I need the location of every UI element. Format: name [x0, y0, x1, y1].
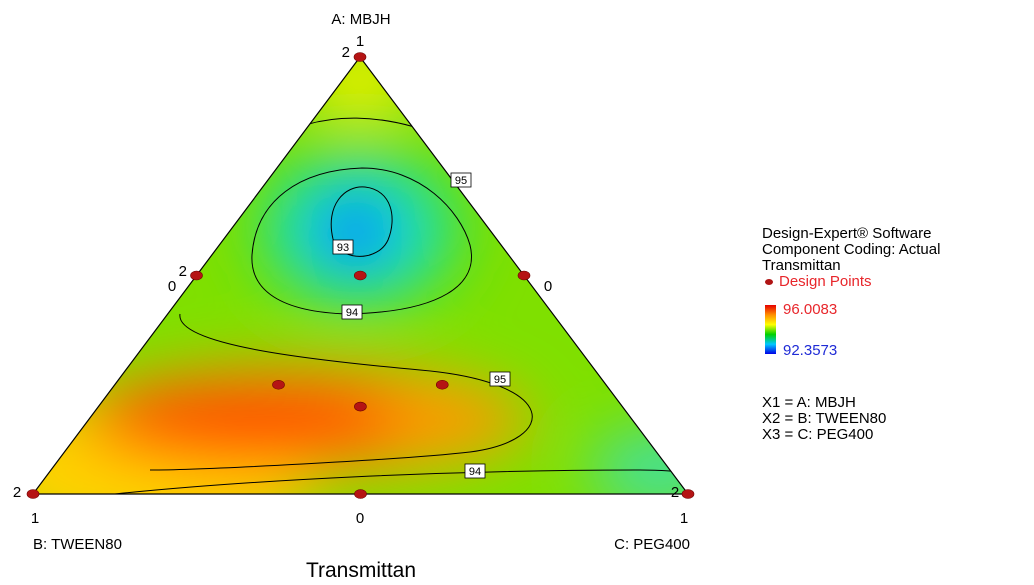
contour-label-text: 94 — [346, 307, 358, 319]
design-point-5 — [517, 270, 531, 281]
contour-label-text: 95 — [455, 175, 467, 187]
legend-design-points: Design Points — [762, 274, 1032, 290]
design-point-3 — [681, 489, 695, 499]
contour-94-upper — [251, 167, 472, 315]
contour-label-text: 94 — [469, 466, 481, 478]
tick-bottom-mid: 0 — [356, 510, 364, 527]
replicate-label-b: 2 — [13, 484, 21, 501]
legend-x2: X2 = B: TWEEN80 — [762, 410, 887, 427]
contour-label-group: 95 93 94 95 94 — [332, 172, 511, 479]
legend-x3: X3 = C: PEG400 — [762, 426, 874, 443]
legend-x1: X1 = A: MBJH — [762, 394, 856, 411]
design-point-6 — [354, 489, 367, 499]
contour-93 — [330, 186, 393, 257]
tick-a-min-left: 0 — [168, 278, 176, 295]
contour-fill — [33, 57, 688, 494]
contour-label-93-2: 93 — [332, 239, 354, 255]
legend-low-value: 92.3573 — [783, 342, 838, 359]
design-point-marker-icon — [765, 279, 773, 285]
tick-b-max: 1 — [31, 510, 39, 527]
contour-label-95-1: 95 — [450, 172, 472, 188]
legend-coding: Component Coding: Actual — [762, 241, 941, 258]
contour-label-text: 93 — [337, 242, 349, 254]
contour-label-text: 95 — [494, 374, 506, 386]
axis-label-b: B: TWEEN80 — [33, 536, 122, 553]
design-point-4 — [190, 270, 203, 281]
contour-95-lower — [149, 313, 533, 471]
legend-panel: Design-Expert® Software Component Coding… — [762, 225, 1032, 443]
color-scale-bar — [765, 305, 776, 354]
tick-a-min-right: 0 — [544, 278, 552, 295]
design-point-9 — [435, 379, 449, 390]
axis-label-c: C: PEG400 — [614, 536, 690, 553]
design-point-10 — [354, 401, 367, 412]
legend-design-points-label: Design Points — [779, 273, 872, 290]
axis-label-a: A: MBJH — [331, 11, 390, 28]
chart-title: Transmittan — [306, 559, 416, 582]
tick-a-max: 1 — [356, 33, 364, 50]
design-point-2 — [26, 489, 40, 499]
replicate-label-ab: 2 — [179, 263, 187, 280]
replicate-label-c: 2 — [671, 484, 679, 501]
legend-variables: X1 = A: MBJH X2 = B: TWEEN80 X3 = C: PEG… — [762, 395, 886, 443]
design-point-1 — [353, 52, 367, 62]
contour-label-94-5: 94 — [464, 463, 486, 479]
design-point-7 — [353, 270, 367, 281]
legend-software: Design-Expert® Software — [762, 225, 932, 242]
contour-label-95-4: 95 — [489, 371, 511, 387]
contour-label-94-3: 94 — [341, 304, 363, 320]
design-point-group — [26, 52, 695, 499]
tick-c-max: 1 — [680, 510, 688, 527]
legend-response: Transmittan — [762, 257, 841, 274]
replicate-label-a: 2 — [342, 44, 350, 61]
legend-high-value: 96.0083 — [783, 301, 838, 318]
design-point-8 — [272, 379, 285, 390]
